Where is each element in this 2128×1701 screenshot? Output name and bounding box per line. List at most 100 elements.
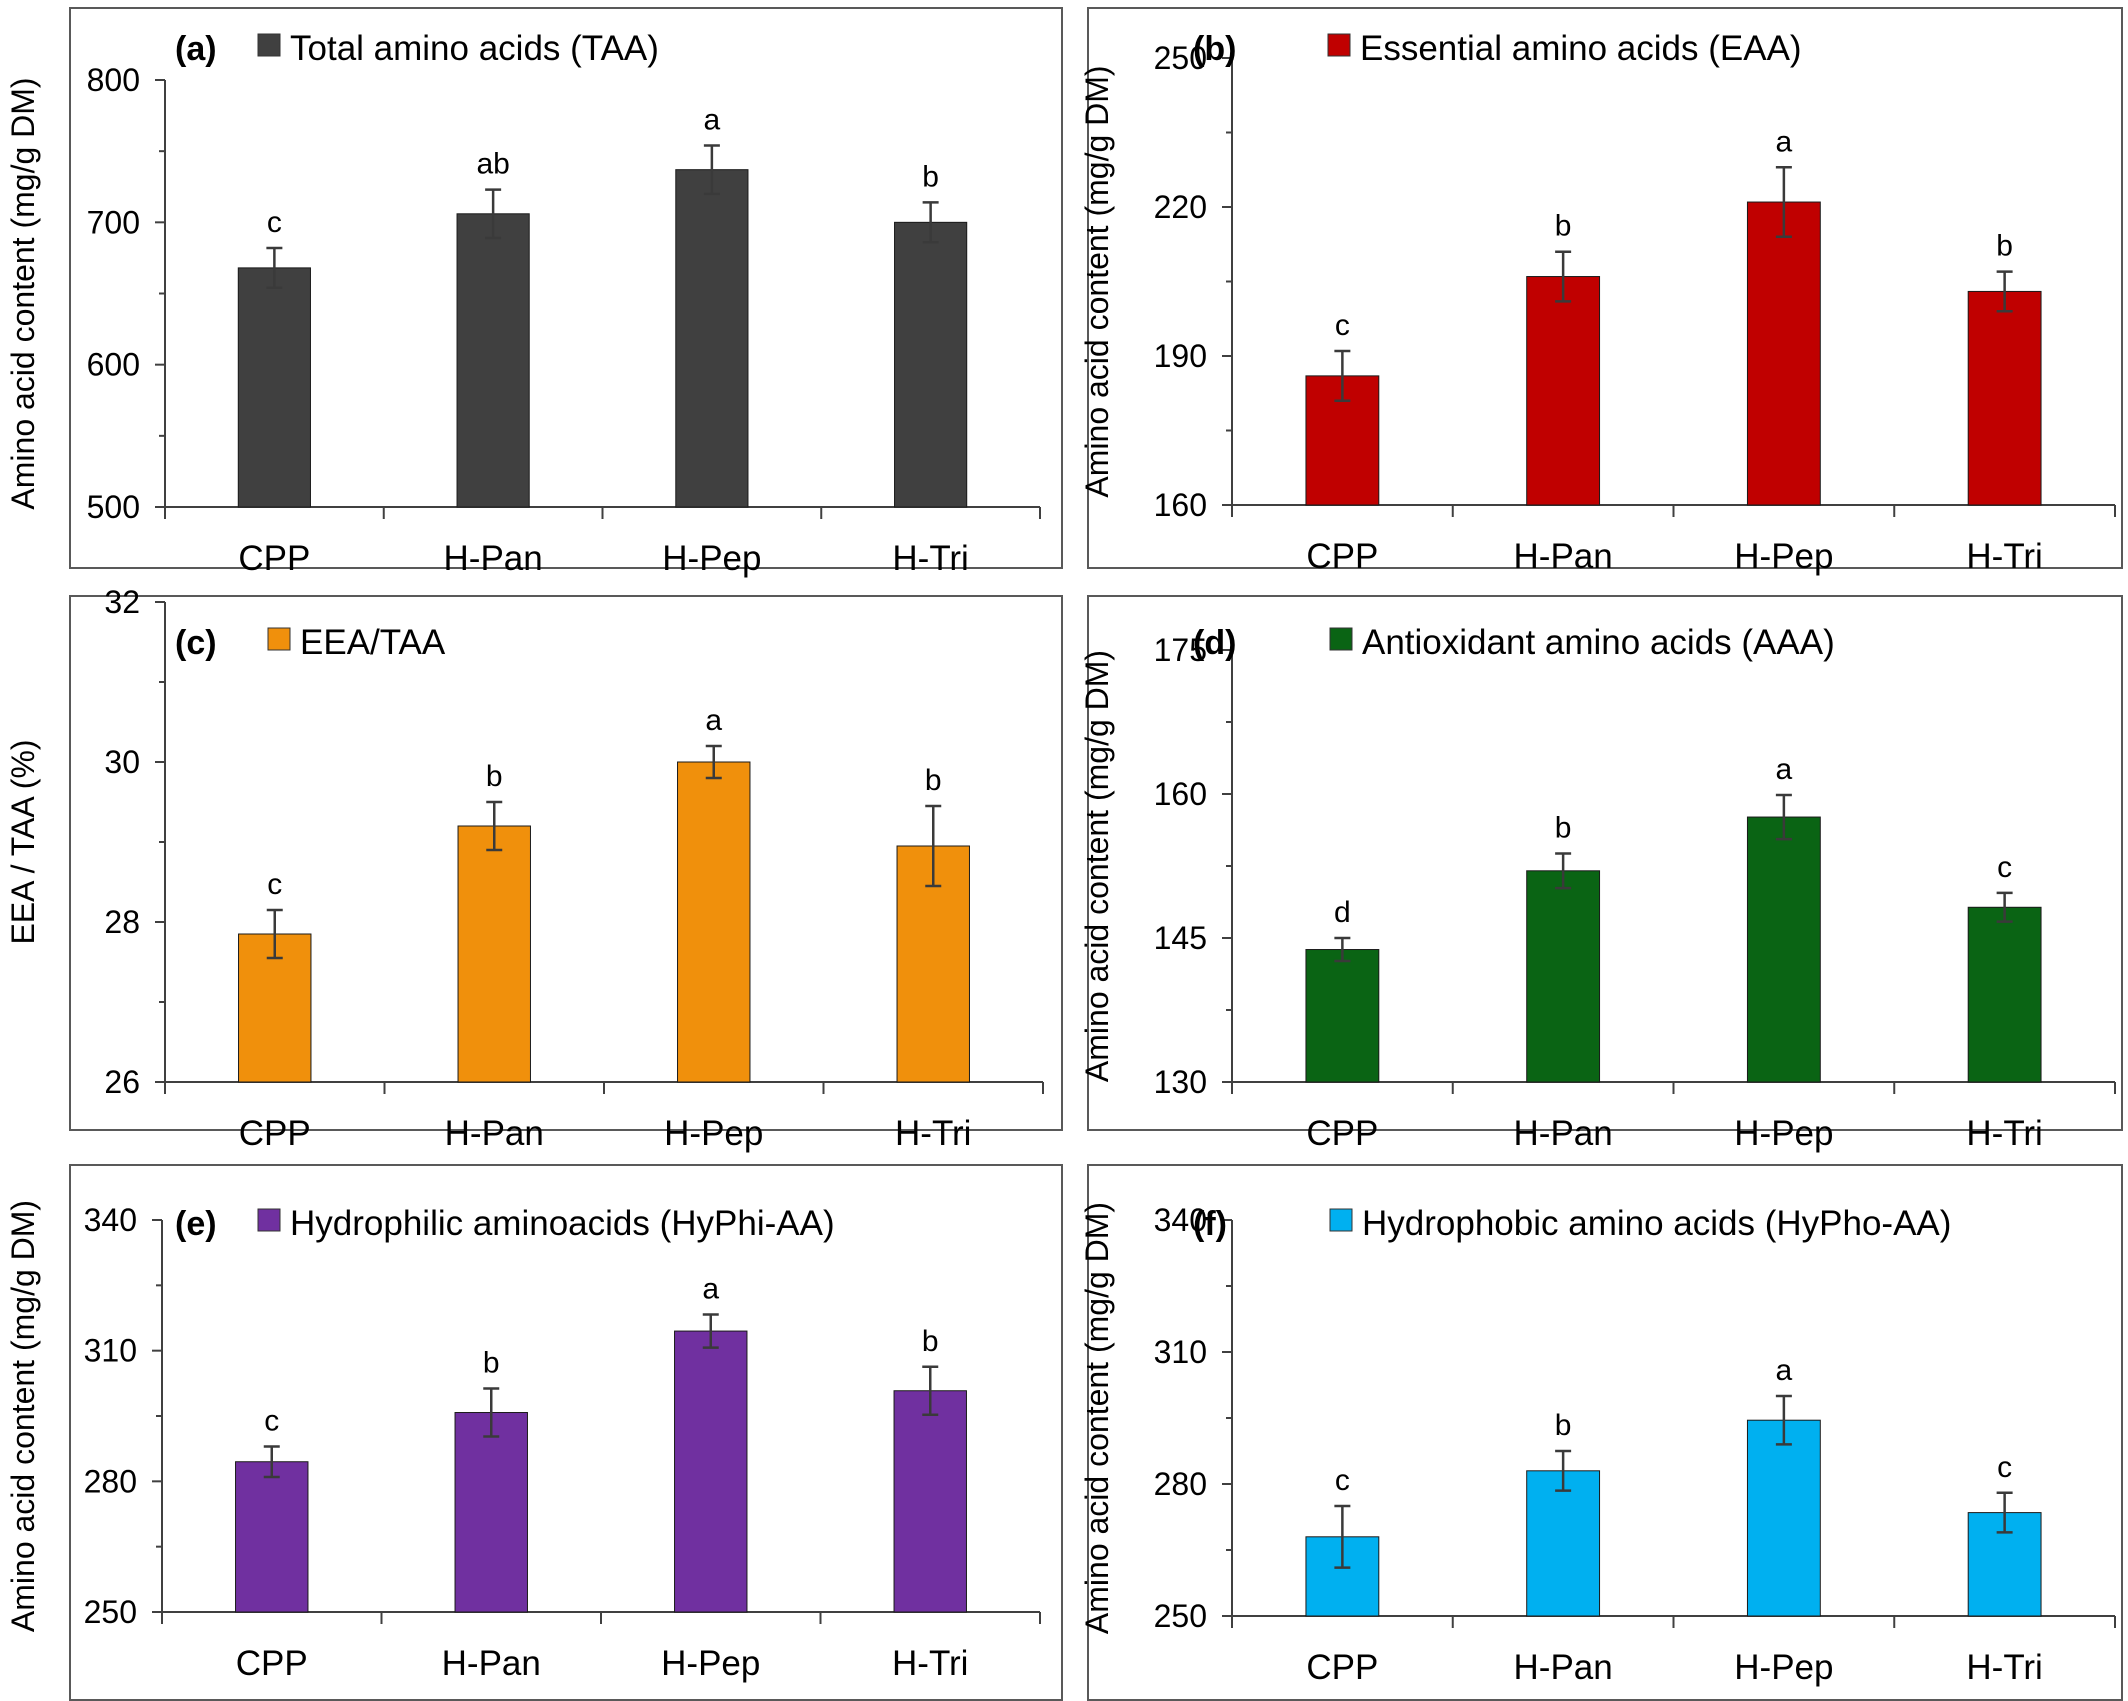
panel-label: (d) — [1193, 624, 1236, 662]
y-tick-label: 30 — [104, 744, 140, 780]
error-bar — [1775, 793, 1792, 841]
panel-label: (b) — [1193, 30, 1236, 68]
y-tick-label: 160 — [1154, 776, 1207, 812]
y-tick-label: 280 — [84, 1463, 137, 1499]
legend-label: EEA/TAA — [300, 623, 446, 662]
category-label: CPP — [239, 1114, 311, 1153]
legend-swatch — [1327, 33, 1351, 57]
panel-frame — [69, 7, 1063, 569]
significance-label: c — [1997, 1451, 2012, 1484]
error-bar — [705, 744, 722, 780]
category-label: H-Pep — [1734, 1648, 1833, 1687]
chart-panel-c: 26 28 30 32 EEA / TAA (%) (c) EEA/TAA c CPP b H-Pa… — [5, 584, 1063, 1153]
y-tick-label: 310 — [84, 1333, 137, 1369]
category-label: H-Pan — [444, 539, 543, 578]
category-label: H-Pep — [662, 539, 761, 578]
y-tick-label: 145 — [1154, 920, 1207, 956]
error-bar — [1996, 1491, 2013, 1534]
bar-h-pan — [1526, 1470, 1601, 1617]
legend-swatch — [1329, 627, 1353, 651]
bar-cpp — [235, 1461, 309, 1613]
significance-label: a — [1776, 753, 1793, 786]
significance-label: b — [483, 1347, 500, 1380]
y-axis-label: Amino acid content (mg/g DM) — [1079, 1202, 1115, 1634]
y-tick-label: 175 — [1154, 632, 1207, 668]
category-label: H-Tri — [892, 1644, 968, 1683]
y-tick-label: 28 — [104, 904, 140, 940]
bar-h-tri — [893, 1390, 967, 1613]
category-label: H-Pep — [664, 1114, 763, 1153]
category-label: H-Pan — [445, 1114, 544, 1153]
error-bar — [925, 804, 942, 888]
bar-h-pan — [1526, 870, 1601, 1083]
category-label: CPP — [238, 539, 310, 578]
panel-frame — [1087, 595, 2123, 1131]
y-tick-label: 600 — [87, 347, 140, 383]
legend-swatch — [267, 627, 291, 651]
bar-h-tri — [1967, 906, 2042, 1083]
panel-label: (c) — [175, 624, 217, 662]
category-label: H-Pep — [1734, 537, 1833, 576]
category-label: H-Pep — [661, 1644, 760, 1683]
significance-label: b — [1555, 210, 1572, 243]
bar-h-pan — [456, 213, 530, 508]
error-bar — [1555, 852, 1572, 890]
bar-h-pep — [1746, 1419, 1821, 1617]
y-tick-label: 250 — [1154, 40, 1207, 76]
error-bar — [263, 1445, 280, 1479]
panel-label: (e) — [175, 1205, 217, 1243]
category-label: CPP — [1306, 537, 1378, 576]
bar-h-pan — [1526, 276, 1601, 506]
error-bar — [702, 1313, 719, 1349]
bar-cpp — [1305, 949, 1380, 1083]
error-bar — [1334, 936, 1351, 963]
bar-h-tri — [1967, 290, 2042, 506]
legend-swatch — [257, 33, 281, 57]
chart-panel-b: 160 190 220 250 Amino acid content (mg/g DM)… — [1079, 7, 2123, 576]
category-label: CPP — [1306, 1114, 1378, 1153]
panel-label: (f) — [1193, 1205, 1227, 1243]
significance-label: a — [1776, 125, 1793, 158]
y-tick-label: 220 — [1154, 189, 1207, 225]
y-tick-label: 190 — [1154, 338, 1207, 374]
significance-label: a — [702, 1273, 719, 1306]
significance-label: b — [922, 1325, 939, 1358]
error-bar — [1775, 1394, 1792, 1446]
significance-label: c — [1997, 851, 2012, 884]
legend-label: Essential amino acids (EAA) — [1360, 29, 1802, 68]
significance-label: c — [267, 206, 282, 239]
legend-swatch — [257, 1208, 281, 1232]
legend-label: Hydrophilic aminoacids (HyPhi-AA) — [290, 1204, 835, 1243]
bar-h-pan — [457, 825, 531, 1083]
significance-label: a — [705, 704, 722, 737]
panel-frame — [1087, 7, 2123, 569]
y-tick-label: 130 — [1154, 1064, 1207, 1100]
y-tick-label: 32 — [104, 584, 140, 620]
significance-label: ab — [476, 148, 509, 181]
bar-h-pep — [1746, 816, 1821, 1083]
y-axis-label: EEA / TAA (%) — [5, 739, 41, 944]
y-tick-label: 340 — [84, 1202, 137, 1238]
error-bar — [1996, 891, 2013, 923]
significance-label: d — [1334, 896, 1351, 929]
error-bar — [1334, 1504, 1351, 1569]
category-label: H-Pan — [1514, 537, 1613, 576]
category-label: H-Pan — [442, 1644, 541, 1683]
legend-swatch — [1329, 1208, 1353, 1232]
panel-frame — [69, 595, 1063, 1131]
category-label: CPP — [236, 1644, 308, 1683]
y-tick-label: 250 — [1154, 1598, 1207, 1634]
category-label: H-Tri — [1966, 1114, 2042, 1153]
bar-h-tri — [894, 221, 968, 508]
significance-label: b — [922, 160, 939, 193]
category-label: H-Pan — [1514, 1114, 1613, 1153]
y-tick-label: 280 — [1154, 1466, 1207, 1502]
y-tick-label: 26 — [104, 1064, 140, 1100]
legend-label: Antioxidant amino acids (AAA) — [1362, 623, 1835, 662]
category-label: H-Tri — [1966, 1648, 2042, 1687]
error-bar — [1555, 1449, 1572, 1492]
category-label: CPP — [1306, 1648, 1378, 1687]
significance-label: b — [925, 764, 942, 797]
bar-cpp — [237, 267, 311, 508]
bar-h-pep — [675, 169, 749, 508]
